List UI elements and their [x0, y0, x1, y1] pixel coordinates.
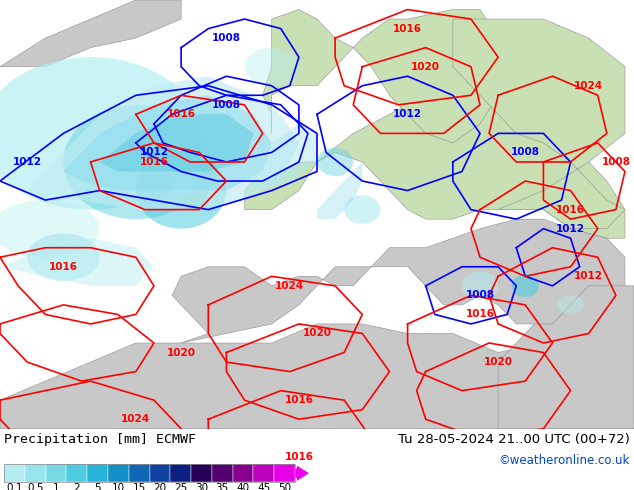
Text: 1: 1: [53, 483, 59, 490]
Bar: [171, 465, 191, 482]
Text: 1024: 1024: [275, 281, 304, 291]
Bar: [46, 465, 67, 482]
Text: 1008: 1008: [511, 147, 540, 157]
Text: Precipitation [mm] ECMWF: Precipitation [mm] ECMWF: [4, 433, 196, 446]
Bar: [275, 465, 295, 482]
Polygon shape: [172, 133, 217, 210]
Bar: [108, 465, 129, 482]
Text: 1012: 1012: [139, 147, 169, 157]
Bar: [150, 465, 171, 482]
Text: 1008: 1008: [602, 157, 630, 167]
Text: 1008: 1008: [212, 33, 241, 43]
Text: 1020: 1020: [302, 328, 332, 339]
Polygon shape: [0, 238, 154, 286]
Text: 1016: 1016: [139, 157, 169, 167]
Text: 10: 10: [112, 483, 125, 490]
Ellipse shape: [0, 200, 100, 257]
Ellipse shape: [136, 152, 226, 229]
Ellipse shape: [557, 295, 584, 315]
Bar: [233, 465, 254, 482]
Polygon shape: [498, 286, 634, 429]
Polygon shape: [245, 124, 317, 191]
Text: 50: 50: [278, 483, 291, 490]
Text: 15: 15: [133, 483, 146, 490]
Ellipse shape: [0, 57, 199, 210]
Text: 1016: 1016: [556, 205, 585, 215]
Text: 1016: 1016: [167, 109, 196, 120]
Text: 1020: 1020: [167, 347, 196, 358]
Text: 0.1: 0.1: [6, 483, 23, 490]
Polygon shape: [453, 19, 625, 229]
Text: 1020: 1020: [411, 62, 440, 72]
Text: 35: 35: [216, 483, 229, 490]
Text: 1012: 1012: [13, 157, 42, 167]
Text: 20: 20: [153, 483, 167, 490]
Text: 45: 45: [257, 483, 271, 490]
Bar: [87, 465, 108, 482]
Ellipse shape: [512, 274, 539, 297]
Ellipse shape: [462, 271, 498, 300]
Text: 1016: 1016: [285, 452, 313, 463]
Bar: [25, 465, 46, 482]
Text: 25: 25: [174, 483, 187, 490]
Text: 1012: 1012: [556, 223, 585, 234]
Polygon shape: [63, 95, 272, 191]
Polygon shape: [317, 162, 362, 219]
Bar: [67, 465, 87, 482]
Text: Tu 28-05-2024 21..00 UTC (00+72): Tu 28-05-2024 21..00 UTC (00+72): [398, 433, 630, 446]
Polygon shape: [0, 0, 181, 67]
Ellipse shape: [181, 110, 235, 157]
Bar: [254, 465, 275, 482]
Text: 5: 5: [94, 483, 101, 490]
Text: 1012: 1012: [393, 109, 422, 120]
Bar: [4, 465, 295, 482]
Text: 40: 40: [236, 483, 250, 490]
FancyArrow shape: [295, 466, 309, 481]
Bar: [129, 465, 150, 482]
Polygon shape: [136, 162, 172, 200]
Polygon shape: [0, 324, 634, 429]
Text: 1016: 1016: [393, 24, 422, 34]
Ellipse shape: [344, 196, 380, 224]
Text: 0.5: 0.5: [27, 483, 43, 490]
Polygon shape: [100, 114, 254, 172]
Polygon shape: [262, 9, 498, 143]
Text: 30: 30: [195, 483, 208, 490]
Ellipse shape: [245, 48, 299, 86]
Text: 1024: 1024: [574, 81, 604, 91]
Polygon shape: [172, 219, 625, 343]
Text: ©weatheronline.co.uk: ©weatheronline.co.uk: [498, 454, 630, 467]
Bar: [4, 465, 25, 482]
Bar: [191, 465, 212, 482]
Ellipse shape: [27, 233, 100, 281]
Text: 1016: 1016: [285, 395, 313, 405]
Text: 1024: 1024: [121, 414, 150, 424]
Text: 1016: 1016: [49, 262, 78, 272]
Polygon shape: [245, 86, 625, 238]
Text: 1012: 1012: [574, 271, 603, 281]
Ellipse shape: [317, 147, 353, 176]
Bar: [212, 465, 233, 482]
Text: 1020: 1020: [484, 357, 513, 367]
Text: 1008: 1008: [212, 100, 241, 110]
Polygon shape: [27, 76, 299, 210]
Text: 1008: 1008: [465, 291, 495, 300]
Text: 1016: 1016: [465, 309, 495, 319]
Ellipse shape: [63, 105, 209, 219]
Text: 2: 2: [74, 483, 80, 490]
